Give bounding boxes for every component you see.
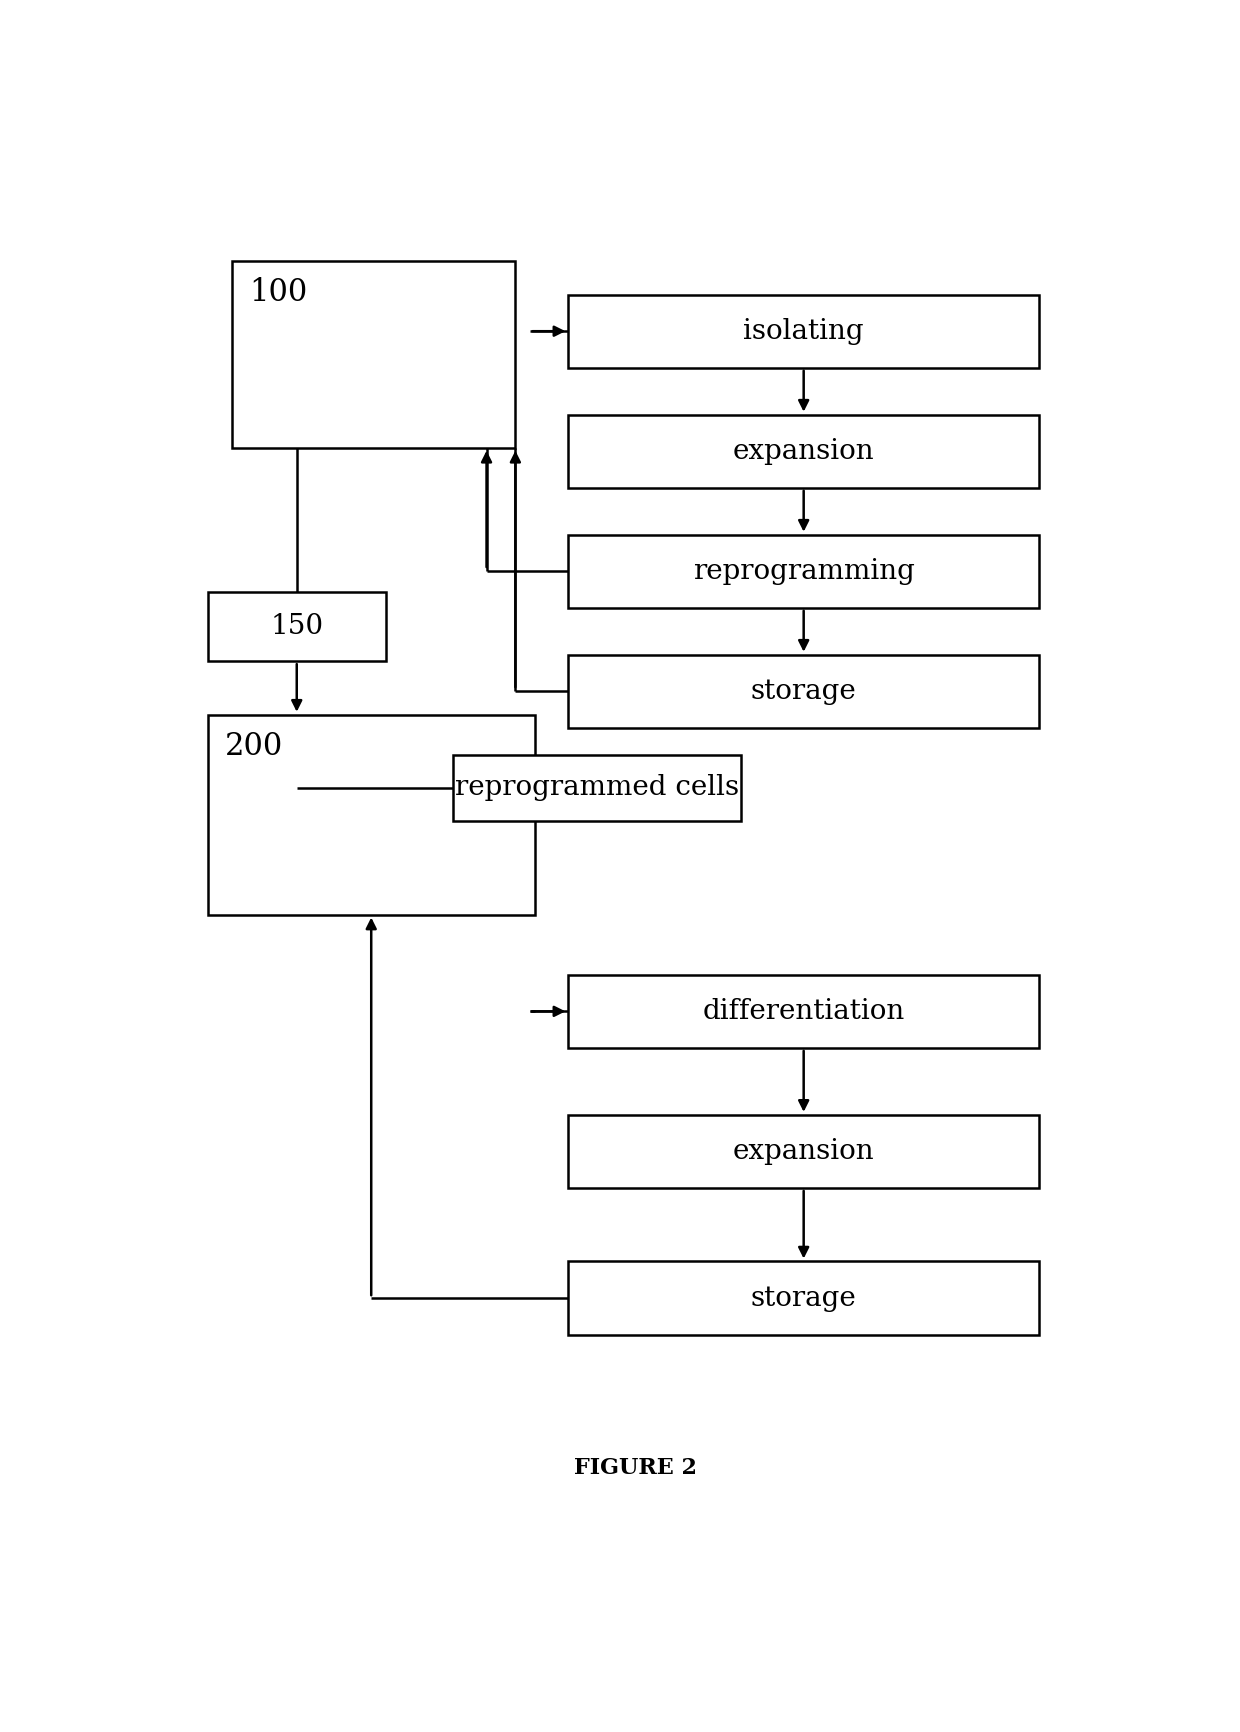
Text: expansion: expansion [733, 1138, 874, 1166]
Text: expansion: expansion [733, 438, 874, 464]
Bar [232, 262, 516, 449]
Bar [568, 655, 1039, 727]
Bar [453, 755, 742, 821]
Bar [568, 1115, 1039, 1188]
Text: 150: 150 [270, 613, 324, 641]
Bar [568, 1261, 1039, 1335]
Text: 200: 200 [226, 731, 284, 762]
Bar [568, 975, 1039, 1048]
Text: reprogrammed cells: reprogrammed cells [455, 774, 739, 802]
Text: 100: 100 [249, 277, 308, 308]
Text: storage: storage [750, 1285, 857, 1311]
Text: reprogramming: reprogramming [693, 558, 915, 585]
Text: storage: storage [750, 677, 857, 705]
Text: isolating: isolating [743, 317, 864, 345]
Bar [568, 414, 1039, 488]
Bar [208, 592, 386, 662]
Bar [568, 535, 1039, 608]
Text: FIGURE 2: FIGURE 2 [574, 1457, 697, 1479]
Bar [568, 294, 1039, 367]
Bar [208, 715, 534, 914]
Text: differentiation: differentiation [703, 998, 905, 1025]
